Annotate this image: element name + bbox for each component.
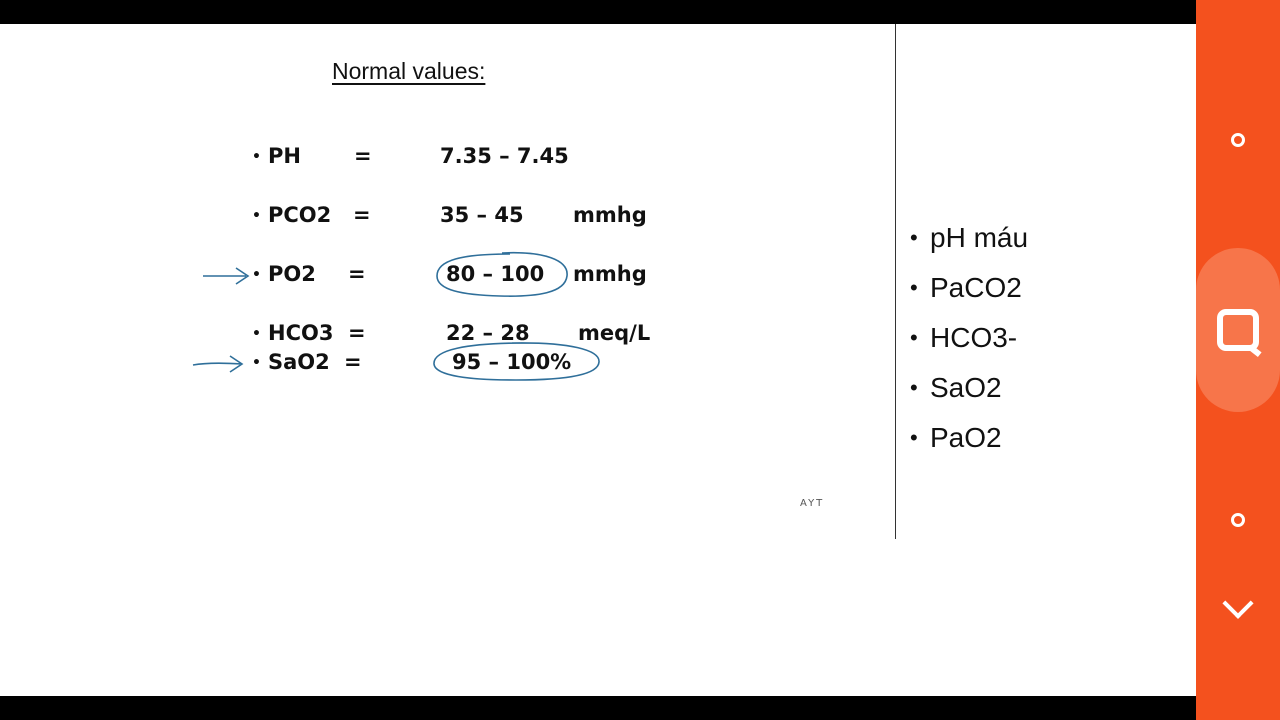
side-item-label: PaCO2: [930, 272, 1022, 303]
side-list-item: • PaO2: [910, 422, 1028, 472]
side-bullet: •: [910, 375, 918, 400]
value-row-hco3: • HCO3 = 22 – 28 meq/L: [0, 321, 700, 351]
row-bullet: •: [252, 208, 261, 224]
row-value: 95 – 100%: [452, 350, 572, 374]
annotation-circle-po2: [436, 251, 568, 297]
quiz-icon: [1217, 309, 1259, 351]
bottom-letterbox: [0, 696, 1196, 720]
watermark-initials: AYT: [800, 498, 825, 509]
column-divider: [895, 24, 896, 539]
side-item-label: SaO2: [930, 372, 1002, 403]
row-unit: mmhg: [573, 262, 647, 286]
chevron-down-icon: [1222, 587, 1254, 619]
annotation-arrow-po2: [203, 267, 250, 285]
row-bullet: •: [252, 355, 261, 371]
collapse-button[interactable]: [1196, 587, 1280, 626]
row-label: PH: [268, 144, 301, 168]
circle-icon: [1231, 513, 1245, 527]
row-value: 80 – 100: [446, 262, 545, 286]
circle-icon: [1231, 133, 1245, 147]
annotation-circle-sao2: [433, 342, 600, 381]
side-list-item: • pH máu: [910, 222, 1028, 272]
row-label: PO2: [268, 262, 316, 286]
slide-canvas: Normal values: • PH = 7.35 – 7.45 • PCO2…: [0, 24, 1196, 696]
row-equals: =: [354, 144, 372, 168]
row-label: PCO2: [268, 203, 332, 227]
side-bullet-list: • pH máu • PaCO2 • HCO3- • SaO2 • PaO2: [910, 222, 1028, 472]
side-item-label: pH máu: [930, 222, 1029, 253]
side-list-item: • SaO2: [910, 372, 1028, 422]
row-label: HCO3: [268, 321, 334, 345]
side-item-label: HCO3-: [930, 322, 1018, 353]
side-bullet: •: [910, 275, 918, 300]
top-letterbox: [0, 0, 1196, 24]
side-list-item: • HCO3-: [910, 322, 1028, 372]
row-unit: mmhg: [573, 203, 647, 227]
side-bullet: •: [910, 225, 918, 250]
slide-title: Normal values:: [332, 58, 486, 84]
row-bullet: •: [252, 267, 261, 283]
row-unit: meq/L: [578, 321, 651, 345]
value-row-sao2: • SaO2 = 95 – 100%: [0, 350, 700, 380]
floating-action-rail: [1196, 0, 1280, 720]
side-bullet: •: [910, 325, 918, 350]
side-bullet: •: [910, 425, 918, 450]
row-equals: =: [353, 203, 371, 227]
side-list-item: • PaCO2: [910, 272, 1028, 322]
side-item-label: PaO2: [930, 422, 1002, 453]
quiz-button[interactable]: [1196, 298, 1280, 362]
value-row-pco2: • PCO2 = 35 – 45 mmhg: [0, 203, 700, 233]
row-equals: =: [344, 350, 362, 374]
row-label: SaO2: [268, 350, 330, 374]
row-bullet: •: [252, 149, 261, 165]
row-equals: =: [348, 262, 366, 286]
row-value: 22 – 28: [446, 321, 530, 345]
rail-bottom-button[interactable]: [1196, 506, 1280, 534]
value-row-ph: • PH = 7.35 – 7.45: [0, 144, 700, 174]
row-bullet: •: [252, 326, 261, 342]
annotation-arrow-sao2: [192, 355, 244, 373]
value-row-po2: • PO2 = 80 – 100 mmhg: [0, 262, 700, 292]
row-value: 35 – 45: [440, 203, 524, 227]
row-value: 7.35 – 7.45: [440, 144, 569, 168]
row-equals: =: [348, 321, 366, 345]
rail-top-button[interactable]: [1196, 126, 1280, 154]
